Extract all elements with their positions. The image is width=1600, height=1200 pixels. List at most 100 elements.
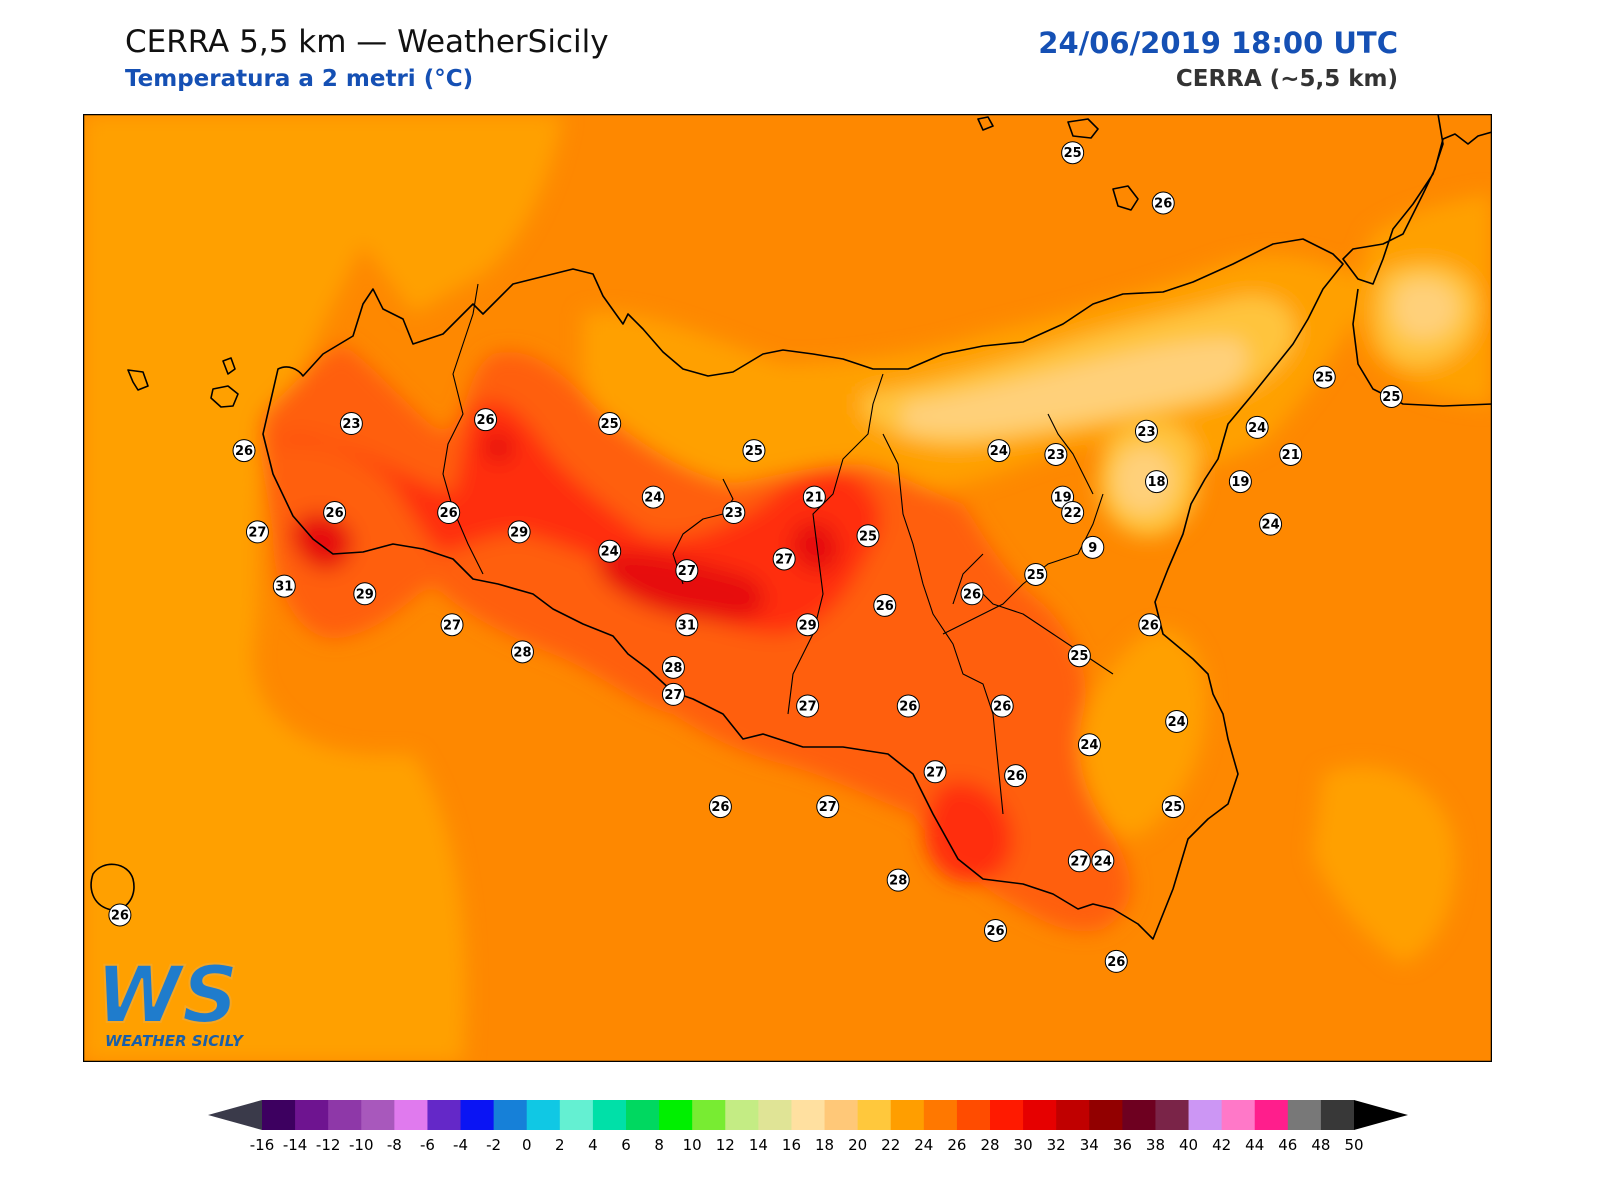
colorbar-cell [1023,1100,1057,1130]
station-marker: 27 [440,613,464,637]
station-circle [1134,419,1158,443]
station-marker: 24 [641,485,665,509]
station-circle [675,559,699,583]
station-circle [1145,470,1169,494]
colorbar-tick-label: 30 [1014,1136,1033,1154]
station-marker: 23 [1044,443,1068,467]
station-circle [990,694,1014,718]
station-circle [437,501,461,525]
colorbar-tick-label: 18 [815,1136,834,1154]
station-marker: 18 [1145,470,1169,494]
station-value: 31 [678,618,696,633]
levanzo-coastline [210,385,239,408]
station-circle [272,574,296,598]
station-circle [772,547,796,571]
colorbar-cells [262,1100,1355,1130]
station-marker: 24 [1259,512,1283,536]
station-marker: 26 [437,501,461,525]
station-value: 25 [1064,146,1082,161]
station-marker: 26 [990,694,1014,718]
colorbar-cell [758,1100,792,1130]
colorbar-cell [1254,1100,1289,1130]
colorbar-tick-label: 20 [848,1136,867,1154]
colorbar-tick-label: 48 [1311,1136,1330,1154]
colorbar-tick-label: 16 [782,1136,801,1154]
station-value: 25 [745,444,763,459]
province-borders [442,283,1114,815]
station-circle [1161,795,1185,819]
station-value: 24 [644,491,662,506]
station-marker: 29 [507,520,531,544]
station-value: 23 [1047,448,1065,463]
map-subtitle: Temperatura a 2 metri (°C) [125,66,474,92]
station-value: 27 [926,765,944,780]
station-value: 21 [805,491,823,506]
station-value: 24 [1168,715,1186,730]
colorbar-tick-label: 38 [1146,1136,1165,1154]
band-24-southeast [1313,766,1456,964]
station-value: 18 [1147,475,1165,490]
station-value: 21 [1282,448,1300,463]
colorbar-tick-label: -14 [283,1136,308,1154]
station-marker: 29 [353,582,377,606]
band-30-north [483,432,514,463]
colorbar-cell [361,1100,395,1130]
station-marker: 24 [1245,415,1269,439]
station-marker: 26 [323,501,347,525]
station-value: 19 [1231,475,1249,490]
station-marker: 24 [1077,733,1101,757]
lipari-coastline [1067,118,1099,139]
station-circle [1228,470,1252,494]
colorbar-tick-label: 40 [1179,1136,1198,1154]
colorbar-cell [493,1100,528,1130]
colorbar-tick-label: 50 [1344,1136,1363,1154]
colorbar-cell [394,1100,428,1130]
station-marker: 27 [923,760,947,784]
station-value: 29 [356,587,374,602]
colorbar-cell [990,1100,1024,1130]
station-circle [1067,644,1091,668]
station-circle [440,613,464,637]
station-value: 25 [859,529,877,544]
station-circle [983,918,1007,942]
station-marker: 27 [1067,849,1091,873]
station-circle [960,582,984,606]
colorbar-arrow-right [1354,1100,1408,1130]
station-marker: 23 [339,412,363,436]
station-marker: 26 [983,918,1007,942]
station-circle [1312,365,1336,389]
station-circle [1067,849,1091,873]
colorbar-cell [659,1100,693,1130]
station-circle [1004,764,1028,788]
station-circle [1104,949,1128,973]
station-circle [1259,512,1283,536]
station-marker: 25 [1379,384,1403,408]
colorbar-tick-label: -12 [316,1136,341,1154]
colorbar-cell [791,1100,826,1130]
station-value: 26 [899,700,917,715]
station-circle [675,613,699,637]
station-circle [323,501,347,525]
calabria-coastline [1342,114,1492,285]
station-value: 27 [443,618,461,633]
station-circle [796,613,820,637]
station-value: 26 [1007,769,1025,784]
colorbar-cell [328,1100,362,1130]
colorbar-tick-label: 6 [621,1136,631,1154]
colorbar-cell [857,1100,892,1130]
station-marker: 25 [742,439,766,463]
station-circle [742,439,766,463]
station-marker: 24 [1165,709,1189,733]
station-marker: 25 [598,412,622,436]
station-value: 26 [1154,196,1172,211]
station-value: 25 [1164,800,1182,815]
band-28-south [924,782,1013,883]
station-circle [474,408,498,432]
station-marker: 26 [896,694,920,718]
station-circle [1379,384,1403,408]
station-circle [873,593,897,617]
station-marker: 28 [886,868,910,892]
station-circle [816,795,840,819]
colorbar-cell [1221,1100,1256,1130]
colorbar-tick-label: 44 [1245,1136,1264,1154]
